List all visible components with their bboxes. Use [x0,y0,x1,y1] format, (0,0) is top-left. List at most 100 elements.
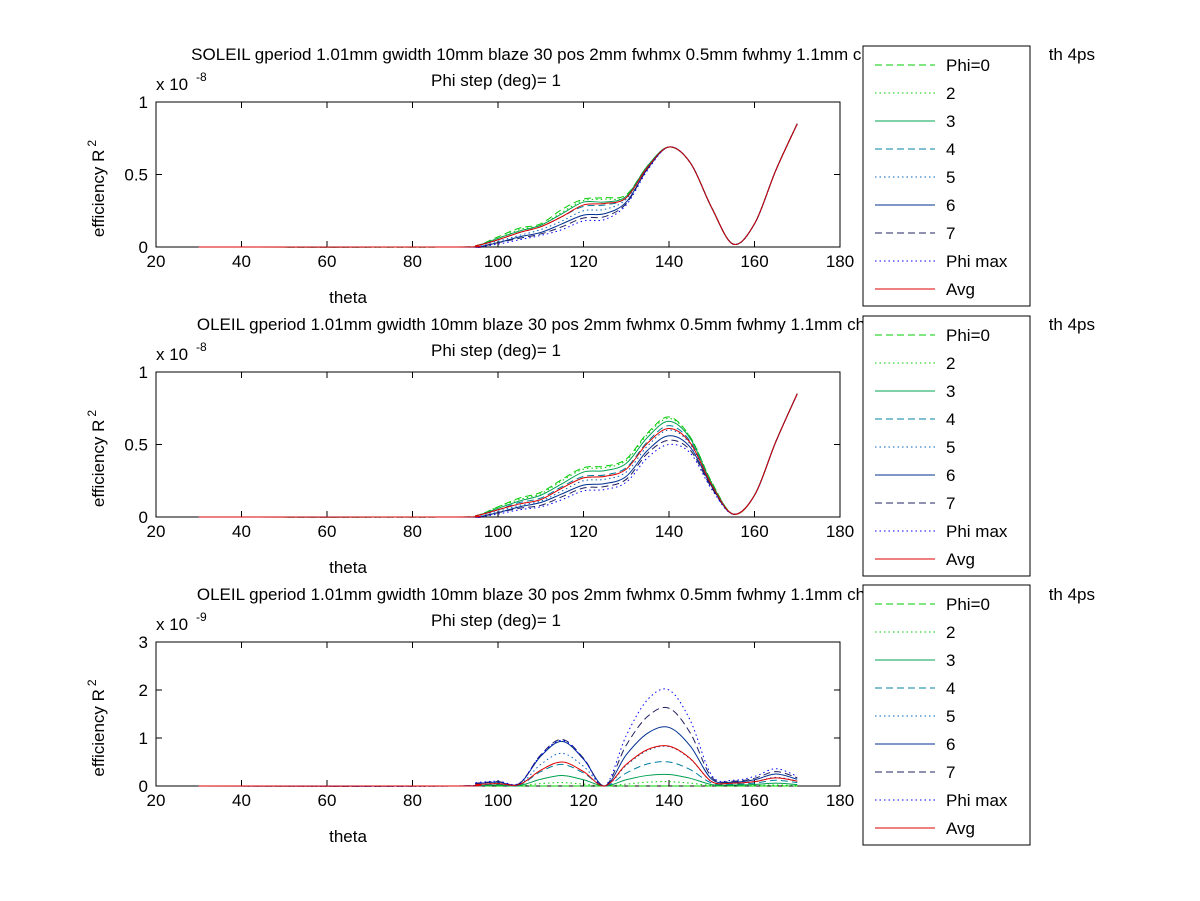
chart-title-tail: th 4ps [1049,315,1095,334]
chart-title: OLEIL gperiod 1.01mm gwidth 10mm blaze 3… [197,585,899,604]
legend-label: 7 [946,763,955,782]
series-line-5 [198,123,798,248]
x-axis-label: theta [329,827,367,846]
x-tick-label: 140 [655,252,683,271]
series-line-2 [198,393,798,518]
x-tick-label: 160 [740,252,768,271]
y-multiplier: x 10 [156,615,188,634]
y-axis-label-text: efficiency R [89,150,108,238]
y-axis-label-superscript: 2 [85,410,99,417]
subplot-1: SOLEIL gperiod 1.01mm gwidth 10mm blaze … [85,45,1095,307]
x-tick-label: 20 [147,791,166,810]
legend-label: 5 [946,707,955,726]
x-tick-label: 180 [826,522,854,541]
x-tick-label: 40 [232,522,251,541]
x-tick-label: 60 [318,252,337,271]
series-line-8 [198,123,798,248]
legend-label: Avg [946,819,975,838]
chart-subtitle: Phi step (deg)= 1 [431,71,561,90]
y-tick-label: 1 [139,729,148,748]
legend-label: Phi=0 [946,56,990,75]
series-line-9 [198,745,798,787]
legend-label: 7 [946,224,955,243]
y-axis-label: efficiency R 2 [85,140,108,238]
series-line-1 [198,123,798,248]
series-line-4 [198,123,798,248]
legend-label: Avg [946,280,975,299]
series-line-7 [198,393,798,518]
y-axis-label-text: efficiency R [89,689,108,777]
x-tick-label: 80 [403,791,422,810]
y-multiplier-exponent: -8 [196,70,207,84]
series-line-6 [198,726,798,787]
legend-label: Phi=0 [946,326,990,345]
y-tick-label: 0.5 [124,436,148,455]
legend-label: 7 [946,494,955,513]
x-tick-label: 40 [232,791,251,810]
legend-label: 4 [946,140,955,159]
legend: Phi=0 2 3 4 5 6 7 Phi max Avg [862,315,1031,577]
series-line-7 [198,123,798,248]
y-axis-label-text: efficiency R [89,420,108,508]
x-tick-label: 120 [569,791,597,810]
legend-label: 4 [946,679,955,698]
series-line-9 [198,123,798,248]
x-tick-label: 120 [569,252,597,271]
legend-label: 6 [946,735,955,754]
legend-label: 6 [946,196,955,215]
chart-title-tail: th 4ps [1049,45,1095,64]
series-line-4 [198,393,798,518]
x-tick-label: 80 [403,522,422,541]
y-multiplier-exponent: -9 [196,610,207,624]
x-tick-label: 100 [484,252,512,271]
legend-label: 2 [946,84,955,103]
x-tick-label: 60 [318,522,337,541]
y-axis-label: efficiency R 2 [85,679,108,777]
x-tick-label: 180 [826,252,854,271]
y-tick-label: 3 [139,633,148,652]
legend-label: 4 [946,410,955,429]
y-tick-label: 1 [139,363,148,382]
axes-box [155,641,841,787]
legend-label: 2 [946,623,955,642]
chart-title: SOLEIL gperiod 1.01mm gwidth 10mm blaze … [191,45,905,64]
x-tick-label: 20 [147,522,166,541]
x-tick-label: 160 [740,522,768,541]
series-line-5 [198,393,798,518]
x-tick-label: 20 [147,252,166,271]
legend-label: Phi max [946,522,1008,541]
legend-label: Phi max [946,252,1008,271]
x-tick-label: 100 [484,522,512,541]
chart-subtitle: Phi step (deg)= 1 [431,341,561,360]
legend-label: 3 [946,382,955,401]
series-line-3 [198,393,798,518]
legend-label: 5 [946,438,955,457]
series-line-6 [198,393,798,518]
series-line-9 [198,393,798,518]
legend-box [862,315,1031,577]
legend-label: Avg [946,550,975,569]
y-tick-label: 1 [139,93,148,112]
y-axis-label-superscript: 2 [85,140,99,147]
x-tick-label: 120 [569,522,597,541]
legend-label: 6 [946,466,955,485]
axes-box [155,101,841,248]
legend-label: 5 [946,168,955,187]
series-line-8 [198,393,798,518]
legend-label: Phi max [946,791,1008,810]
series-line-6 [198,123,798,248]
legend-box [862,584,1031,846]
y-axis-label: efficiency R 2 [85,410,108,508]
series-line-3 [198,123,798,248]
series-line-2 [198,123,798,248]
x-axis-label: theta [329,288,367,307]
axes-box [155,371,841,518]
legend-label: 2 [946,354,955,373]
legend-box [862,45,1031,307]
y-multiplier-exponent: -8 [196,340,207,354]
y-tick-label: 0 [139,238,148,257]
y-multiplier: x 10 [156,75,188,94]
x-tick-label: 40 [232,252,251,271]
y-multiplier: x 10 [156,345,188,364]
